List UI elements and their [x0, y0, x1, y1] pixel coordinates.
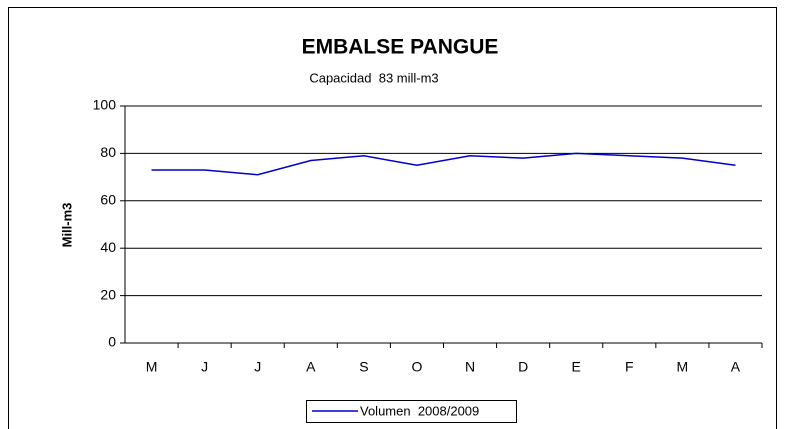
legend-label: Volumen 2008/2009: [360, 403, 479, 418]
chart-title: EMBALSE PANGUE: [302, 36, 499, 59]
legend-box: [306, 400, 517, 423]
x-tick-label: F: [625, 359, 634, 375]
x-tick-label: S: [359, 359, 368, 375]
x-tick-label: J: [254, 359, 261, 375]
y-axis-label: Mill-m3: [59, 203, 74, 248]
y-tick-label: 20: [100, 286, 116, 302]
y-tick-label: 40: [100, 239, 116, 255]
y-tick-label: 80: [100, 144, 116, 160]
x-tick-label: N: [465, 359, 475, 375]
x-tick-label: J: [201, 359, 208, 375]
chart-subtitle: Capacidad 83 mill-m3: [309, 70, 438, 85]
y-tick-label: 60: [100, 192, 116, 208]
x-tick-label: D: [518, 359, 528, 375]
x-tick-label: M: [146, 359, 158, 375]
x-tick-label: A: [731, 359, 741, 375]
y-tick-label: 100: [93, 97, 117, 113]
x-tick-label: O: [412, 359, 423, 375]
x-tick-label: A: [306, 359, 316, 375]
x-tick-label: M: [677, 359, 689, 375]
data-line: [151, 152, 736, 176]
y-tick-label: 0: [108, 334, 116, 350]
chart-border: [8, 7, 777, 429]
x-tick-label: E: [572, 359, 581, 375]
